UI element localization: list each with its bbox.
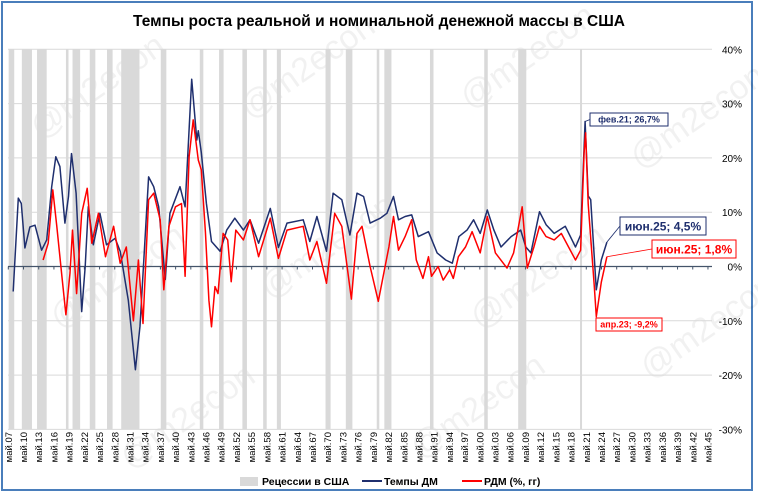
x-tick-label: май.94 (445, 432, 456, 462)
x-tick-label: май.76 (354, 432, 365, 462)
x-tick-label: май.15 (551, 432, 562, 462)
y-tick-label: 40% (722, 45, 742, 56)
x-tick-label: май.64 (293, 432, 304, 462)
x-tick-label: май.30 (627, 432, 638, 462)
gridlines (8, 48, 712, 430)
x-tick-label: май.49 (217, 432, 228, 462)
x-tick-label: май.45 (703, 432, 714, 462)
recession-band (484, 49, 488, 430)
annotations: фев.21; 26,7% июн.25; 4,5% июн.25; 1,8% апр… (584, 112, 737, 332)
recession-band (8, 49, 15, 430)
y-tick-label: 20% (722, 154, 742, 165)
chart-title: Темпы роста реальной и номинальной денеж… (133, 13, 625, 30)
legend-real-label: РДМ (%, гг) (484, 476, 540, 488)
x-tick-label: май.39 (673, 432, 684, 462)
x-tick-label: май.13 (34, 432, 45, 462)
recession-band (65, 49, 69, 430)
x-tick-label: май.36 (658, 432, 669, 462)
x-tick-label: май.43 (186, 432, 197, 462)
y-tick-label: -20% (719, 371, 742, 382)
recession-band (276, 49, 281, 430)
x-tick-label: май.55 (247, 432, 258, 462)
recession-band (376, 49, 380, 430)
recession-band (242, 49, 247, 430)
recession-band (199, 49, 204, 430)
recession-band (518, 49, 527, 430)
x-tick-label: май.85 (399, 432, 410, 462)
recession-band (263, 49, 267, 430)
x-tick-label: май.52 (232, 432, 243, 462)
x-tick-label: май.16 (49, 432, 60, 462)
y-tick-label: 30% (722, 100, 742, 111)
recession-band (219, 49, 224, 430)
x-tick-label: май.10 (19, 432, 30, 462)
recession-band (384, 49, 392, 430)
x-tick-label: май.82 (384, 432, 395, 462)
y-tick-label: -30% (719, 425, 742, 436)
annotation-leader (606, 225, 621, 243)
x-tick-label: май.70 (323, 432, 334, 462)
x-tick-label: май.22 (80, 432, 91, 462)
y-tick-label: 0% (728, 263, 743, 274)
x-tick-label: май.67 (308, 432, 319, 462)
annotation-box (619, 216, 707, 236)
series-lines (12, 78, 608, 371)
x-tick-label: май.18 (567, 432, 578, 462)
annotation-box (589, 112, 669, 127)
x-tick-label: май.24 (597, 432, 608, 462)
x-tick-label: май.73 (338, 432, 349, 462)
x-tick-label: май.88 (414, 432, 425, 462)
y-axis: 40% 30% 20% 10% 0% -10% -20% -30% (719, 45, 742, 436)
annotation-label: апр.23; -9,2% (600, 320, 657, 330)
annotation-label: фев.21; 26,7% (598, 115, 660, 125)
nominal-money-line (12, 78, 608, 371)
recession-band (160, 49, 167, 430)
x-tick-label: май.28 (110, 432, 121, 462)
x-tick-label: май.33 (643, 432, 654, 462)
legend-recession-label: Рецессии в США (262, 476, 350, 488)
legend-recession-swatch (240, 477, 258, 486)
x-tick-label: май.91 (430, 432, 441, 462)
x-tick-label: май.97 (460, 432, 471, 462)
annotation-leader (606, 248, 653, 258)
recession-band (37, 49, 47, 430)
legend-nominal-label: Темпы ДМ (384, 476, 438, 488)
x-tick-label: май.06 (506, 432, 517, 462)
x-tick-label: май.34 (141, 432, 152, 462)
recession-band (121, 49, 140, 430)
x-tick-label: май.61 (278, 432, 289, 462)
x-tick-label: май.21 (582, 432, 593, 462)
recession-band (72, 49, 81, 430)
x-tick-label: май.79 (369, 432, 380, 462)
annotation-label: июн.25; 1,8% (656, 242, 733, 256)
x-tick-label: май.07 (4, 432, 15, 462)
real-money-line (42, 119, 608, 328)
legend: Рецессии в США Темпы ДМ РДМ (%, гг) (240, 476, 540, 488)
x-tick-label: май.27 (612, 432, 623, 462)
annotation-box (651, 239, 737, 259)
annotation-label: июн.25; 4,5% (625, 219, 702, 233)
x-tick-label: май.09 (521, 432, 532, 462)
y-tick-label: -10% (719, 317, 742, 328)
x-tick-label: май.58 (262, 432, 273, 462)
y-tick-label: 10% (722, 208, 742, 219)
x-tick-label: май.03 (491, 432, 502, 462)
annotation-leader (584, 119, 591, 122)
recession-band (345, 49, 353, 430)
x-tick-label: май.19 (65, 432, 76, 462)
x-tick-label: май.46 (202, 432, 213, 462)
x-tick-label: май.40 (171, 432, 182, 462)
x-tick-label: май.31 (125, 432, 136, 462)
x-tick-label: май.42 (688, 432, 699, 462)
watermark-text: @m2econ (43, 216, 192, 336)
x-tick-label: май.12 (536, 432, 547, 462)
x-tick-label: май.00 (475, 432, 486, 462)
x-tick-label: май.25 (95, 432, 106, 462)
x-tick-label: май.37 (156, 432, 167, 462)
annotation-box (595, 317, 663, 332)
